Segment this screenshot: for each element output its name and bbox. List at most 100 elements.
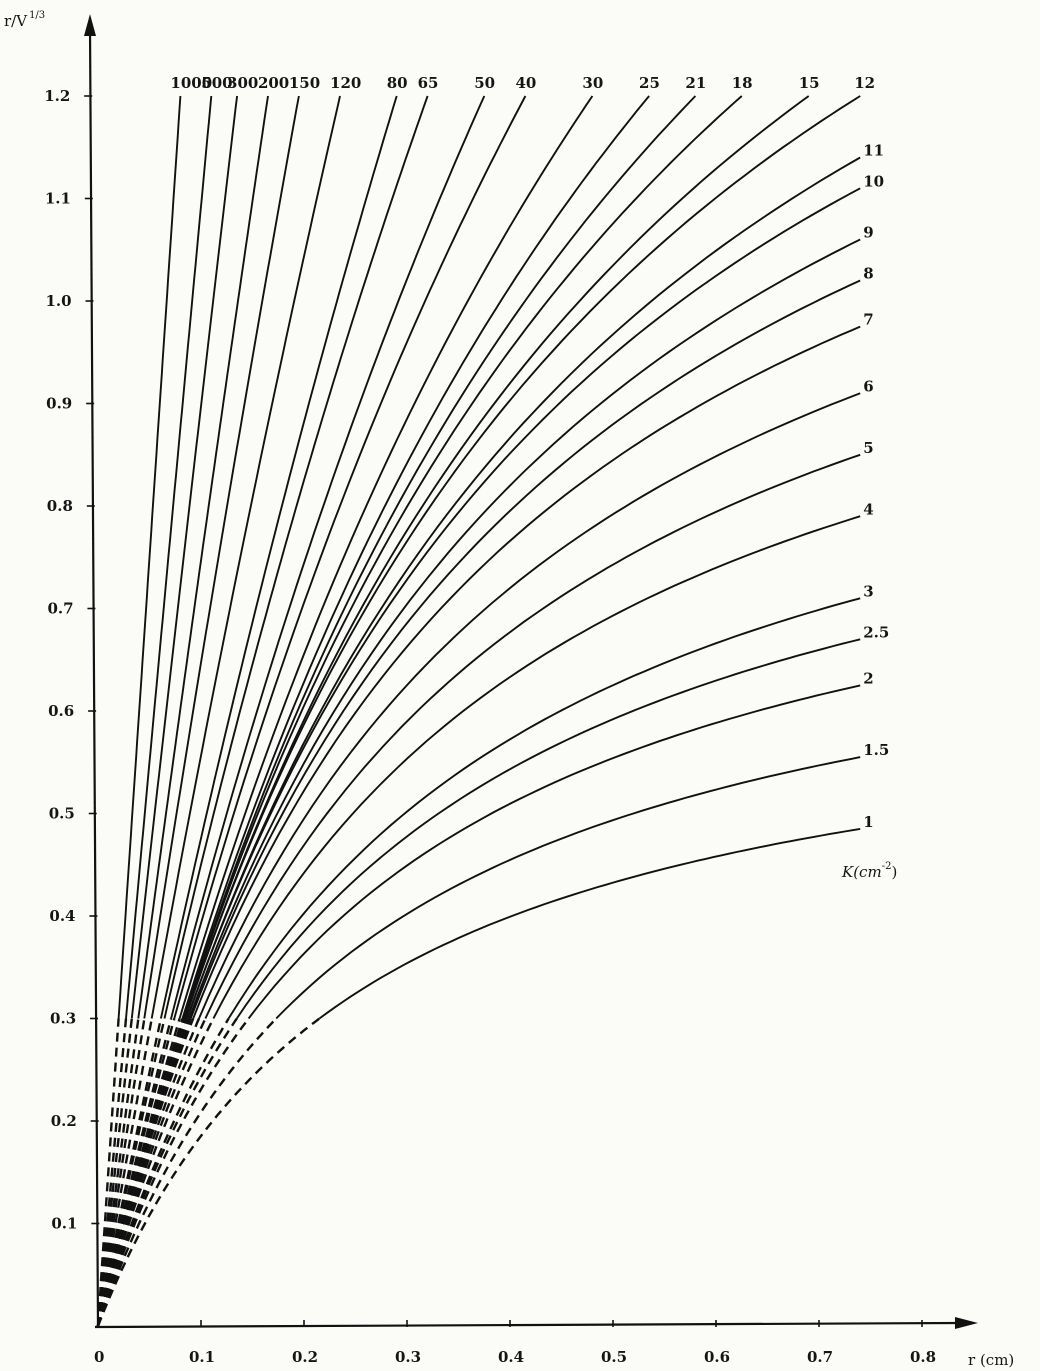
- curve-k-12: [184, 95, 861, 1019]
- x-tick-label: 0.2: [292, 1348, 318, 1366]
- curve-k-7: [192, 325, 861, 1019]
- curve-label-k-8: 8: [863, 265, 873, 283]
- curve-k-2.5: [236, 638, 861, 1020]
- y-tick-label: 0.7: [47, 600, 73, 618]
- curve-label-k-65: 65: [418, 74, 439, 92]
- curve-k-500: [125, 95, 213, 1019]
- curve-k-18: [183, 95, 743, 1019]
- curve-label-k-4: 4: [863, 500, 873, 518]
- curve-label-k-5: 5: [863, 439, 873, 457]
- curve-k-30: [178, 95, 594, 1019]
- x-tick-label: 0.7: [807, 1348, 833, 1366]
- curve-dashed-k-4: [96, 1017, 215, 1327]
- legend-title-close: ): [891, 863, 897, 881]
- x-tick-label: 0.5: [601, 1348, 627, 1366]
- curve-k-1000: [117, 95, 182, 1019]
- x-axis-arrow-icon: [955, 1317, 978, 1329]
- curve-k-120: [150, 95, 341, 1019]
- curve-k-9: [188, 238, 861, 1019]
- curve-dashed-k-120: [96, 1018, 153, 1327]
- curve-label-k-2: 2: [863, 669, 873, 687]
- curve-dashed-k-1: [96, 1017, 321, 1327]
- curve-label-k-1: 1: [863, 813, 873, 831]
- y-tick-label: 1.2: [44, 87, 70, 105]
- curve-dashed-k-3: [96, 1017, 230, 1327]
- y-axis-label-exponent: 1/3: [29, 10, 45, 21]
- curve-k-3: [227, 597, 861, 1020]
- curve-label-k-21: 21: [685, 74, 706, 92]
- y-axis: [88, 27, 100, 1329]
- x-tick-label: 0.3: [395, 1348, 421, 1366]
- curves: [96, 95, 861, 1327]
- curve-label-k-3: 3: [863, 582, 873, 600]
- curve-label-k-18: 18: [732, 74, 753, 92]
- curve-label-k-120: 120: [330, 74, 361, 92]
- curve-label-k-1000: 1000: [170, 74, 212, 92]
- curve-k-1: [318, 827, 861, 1020]
- curve-k-40: [173, 95, 527, 1019]
- curve-dashed-k-80: [96, 1018, 163, 1327]
- curve-label-k-11: 11: [863, 142, 884, 160]
- curve-label-k-150: 150: [289, 74, 320, 92]
- ticks: 0 0.1 0.2 0.3 0.4 0.5 0.6 0.7 0.8 0.1 0.2 0.3 0.4 0.5…: [44, 87, 936, 1366]
- curve-label-k-50: 50: [474, 74, 495, 92]
- curve-label-k-1.5: 1.5: [863, 741, 889, 759]
- x-tick-label: 0.8: [910, 1348, 936, 1366]
- legend-title-exponent: -2: [882, 861, 892, 872]
- y-axis-arrow-icon: [84, 14, 96, 36]
- curve-k-65: [163, 95, 429, 1019]
- curve-k-300: [130, 95, 239, 1019]
- legend-title: K(cm-2): [841, 861, 897, 881]
- y-tick-label: 0.2: [51, 1112, 77, 1130]
- curve-k-11: [186, 156, 861, 1019]
- x-tick-label: 0.4: [498, 1348, 524, 1366]
- curve-label-k-200: 200: [258, 74, 289, 92]
- x-tick-label: 0.6: [704, 1348, 730, 1366]
- curve-label-k-25: 25: [639, 74, 660, 92]
- y-tick-label: 1.0: [46, 292, 72, 310]
- curve-k-50: [170, 95, 486, 1019]
- curve-k-150: [143, 95, 300, 1019]
- curve-k-10: [186, 187, 861, 1019]
- y-tick-label: 0.3: [50, 1010, 76, 1028]
- curve-label-k-12: 12: [854, 74, 875, 92]
- curve-k-200: [137, 95, 269, 1019]
- y-tick-label: 0.9: [46, 395, 72, 413]
- y-axis-label: r/V 1/3: [4, 10, 45, 30]
- y-axis-label-main: r/V: [4, 12, 28, 30]
- x-tick-label: 0: [94, 1348, 104, 1366]
- curve-label-k-6: 6: [863, 377, 873, 395]
- curve-k-4: [212, 515, 861, 1019]
- curve-dashed-k-2.5: [96, 1017, 238, 1327]
- curve-label-k-80: 80: [387, 74, 408, 92]
- curve-k-80: [159, 95, 398, 1019]
- curve-k-8: [189, 279, 861, 1019]
- legend-title-main: K(cm: [841, 863, 882, 881]
- curve-dashed-k-1.5: [96, 1017, 278, 1327]
- curve-k-21: [182, 95, 697, 1019]
- y-tick-label: 0.8: [47, 497, 73, 515]
- curve-k-25: [181, 95, 650, 1019]
- curve-label-k-40: 40: [515, 74, 536, 92]
- axes: r/V 1/3 r (cm) K(cm-2): [4, 10, 1014, 1369]
- curve-label-k-500: 500: [201, 74, 232, 92]
- x-tick-label: 0.1: [189, 1348, 215, 1366]
- curve-k-15: [184, 95, 810, 1019]
- curve-label-k-10: 10: [863, 172, 884, 190]
- curve-label-k-30: 30: [582, 74, 603, 92]
- y-tick-label: 0.1: [51, 1215, 77, 1233]
- y-tick-label: 0.6: [48, 702, 74, 720]
- curve-label-k-2.5: 2.5: [863, 623, 889, 641]
- curve-dashed-k-40: [96, 1018, 176, 1327]
- curve-k-5: [204, 453, 861, 1019]
- curve-dashed-k-1000: [96, 1018, 120, 1327]
- x-axis-label: r (cm): [968, 1351, 1014, 1369]
- y-tick-label: 0.5: [49, 805, 75, 823]
- curve-k-2: [247, 684, 861, 1020]
- curve-k-6: [198, 392, 861, 1019]
- curve-dashed-k-2: [96, 1017, 250, 1327]
- curve-label-k-15: 15: [799, 74, 820, 92]
- curve-k-1.5: [275, 756, 861, 1020]
